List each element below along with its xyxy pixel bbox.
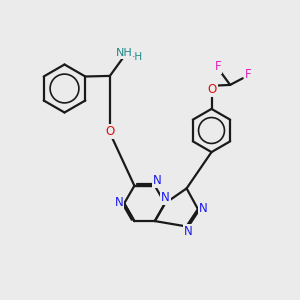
Text: N: N xyxy=(199,202,208,214)
Text: ·H: ·H xyxy=(132,52,143,62)
Text: F: F xyxy=(245,68,251,81)
Text: N: N xyxy=(161,191,170,204)
Text: O: O xyxy=(105,125,115,138)
Text: N: N xyxy=(153,174,162,188)
Text: NH: NH xyxy=(116,48,133,58)
Text: N: N xyxy=(153,174,162,188)
Text: O: O xyxy=(208,82,217,96)
Text: N: N xyxy=(184,225,193,239)
Text: F: F xyxy=(215,60,221,73)
Text: N: N xyxy=(114,196,123,209)
